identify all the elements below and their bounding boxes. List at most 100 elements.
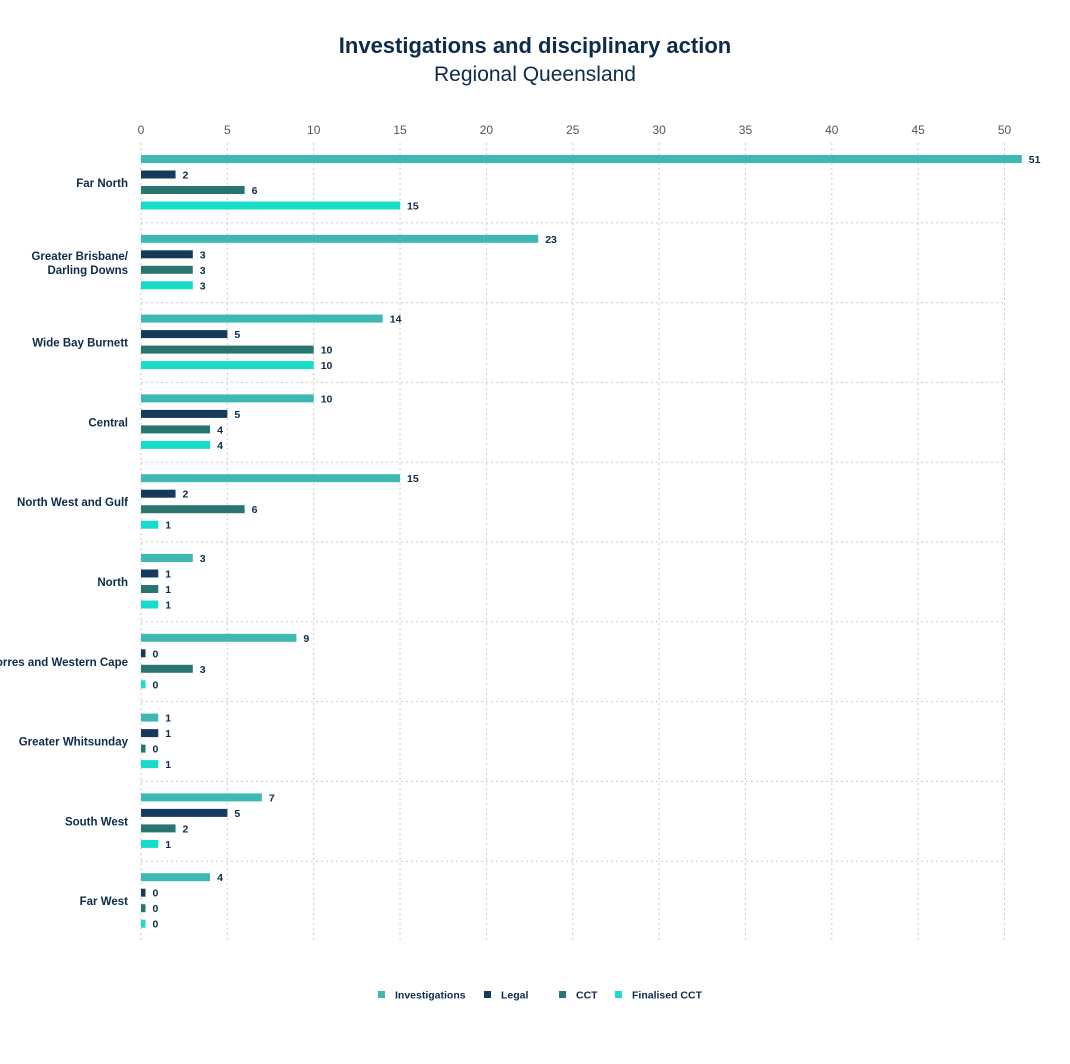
category-label: Far West [80,896,129,908]
data-label: 15 [407,201,419,213]
category-label: North West and Gulf [17,497,128,509]
data-label: 0 [153,648,159,660]
category-label: Torres and Western Cape [0,657,128,669]
x-tick-label: 0 [138,123,145,137]
bar [141,904,146,913]
bar [141,680,146,689]
category-label: Far North [76,178,128,190]
bar [141,888,146,897]
category-label: Wide Bay Burnett [32,338,128,350]
legend-swatch [378,991,385,998]
bar [141,234,539,243]
data-label: 10 [321,393,333,405]
x-axis-ticks: 0 5 10 15 20 25 30 35 40 45 50 [138,123,1012,137]
bar [141,394,314,403]
x-tick-label: 5 [224,123,231,137]
data-label: 23 [545,234,557,246]
legend-item: Investigations [378,990,466,1002]
x-tick-label: 25 [566,123,580,137]
data-label: 5 [234,808,240,820]
legend-item: Finalised CCT [615,990,703,1002]
legend-swatch [484,991,491,998]
legend-label: Legal [501,990,529,1002]
data-label: 4 [217,440,223,452]
legend-item: Legal [484,990,529,1002]
data-label: 1 [165,759,171,771]
legend-label: CCT [576,990,598,1002]
legend-item: CCT [559,990,598,1002]
data-labels: 5123141015391742355210150631046130201531… [153,154,1041,931]
bar [141,873,211,882]
bar [141,664,193,673]
x-tick-label: 15 [393,123,407,137]
grid-lines [140,143,1005,942]
bar [141,281,193,290]
data-label: 0 [153,919,159,931]
data-label: 1 [165,713,171,725]
bar [141,505,245,514]
category-label: South West [65,816,128,828]
chart-subtitle: Regional Queensland [434,63,636,86]
x-tick-label: 30 [652,123,666,137]
legend-swatch [615,991,622,998]
bar [141,361,314,370]
data-label: 7 [269,792,275,804]
data-label: 10 [321,360,333,372]
bar [141,155,1022,163]
bar [141,330,228,339]
bar [141,425,211,434]
bar [141,760,159,769]
data-label: 3 [200,265,206,277]
bar [141,554,193,562]
data-label: 0 [153,903,159,915]
data-label: 51 [1029,154,1041,166]
bar [141,793,262,802]
legend-label: Investigations [395,990,466,1002]
legend-swatch [559,991,566,998]
bar [141,713,159,722]
data-label: 0 [153,679,159,691]
data-label: 4 [217,872,223,884]
bar [141,824,176,833]
data-label: 1 [165,839,171,851]
bar [141,345,314,354]
data-label: 0 [153,744,159,756]
data-label: 1 [165,569,171,581]
category-label: North [97,577,128,589]
chart-title: Investigations and disciplinary action [338,33,732,58]
bar [141,569,159,578]
data-label: 3 [200,280,206,292]
legend-label: Finalised CCT [632,990,703,1002]
data-label: 2 [183,489,189,501]
bar [141,600,159,609]
data-label: 1 [165,728,171,740]
x-tick-label: 35 [739,123,753,137]
bar [141,839,159,848]
data-label: 15 [407,473,419,485]
bar [141,474,401,483]
data-label: 9 [303,633,309,645]
category-label: Greater Brisbane/Darling Downs [31,251,128,277]
bar [141,186,245,194]
data-label: 2 [183,170,189,182]
data-label: 5 [234,409,240,421]
data-label: 6 [252,185,258,197]
data-label: 10 [321,345,333,357]
data-label: 1 [165,520,171,532]
data-label: 0 [153,888,159,900]
bar [141,744,146,753]
category-label: Greater Whitsunday [19,737,129,749]
data-label: 6 [252,504,258,516]
bar [141,409,228,418]
x-tick-label: 50 [998,123,1012,137]
x-tick-label: 10 [307,123,321,137]
data-label: 14 [390,314,402,326]
bar [141,314,383,323]
bars [141,155,1022,928]
bar [141,729,159,738]
bar [141,250,193,259]
bar [141,649,146,658]
bar [141,919,146,928]
bar [141,489,176,498]
